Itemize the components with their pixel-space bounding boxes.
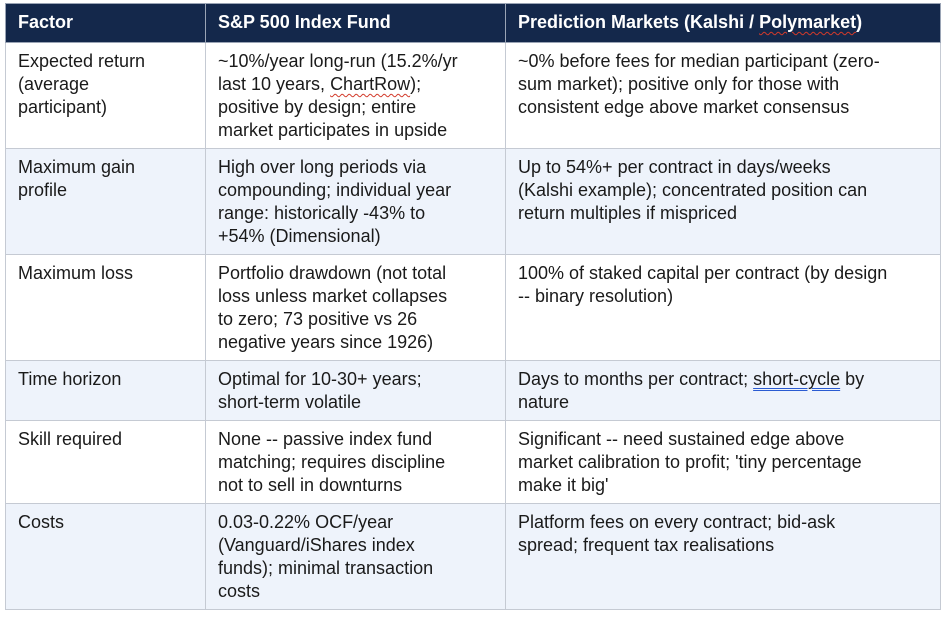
sp500-cell[interactable]: High over long periods via compounding; … bbox=[205, 148, 506, 255]
header-factor[interactable]: Factor bbox=[5, 3, 206, 43]
prediction-text: Platform fees on every contract; bid-ask… bbox=[518, 512, 836, 555]
factor-cell[interactable]: Maximum gain profile bbox=[5, 148, 206, 255]
prediction-cell[interactable]: ~0% before fees for median participant (… bbox=[505, 42, 941, 149]
prediction-text: Up to 54%+ per contract in days/weeks (K… bbox=[518, 157, 868, 223]
grammar-mark-short-cycle[interactable]: short-cycle bbox=[753, 369, 841, 389]
table-row: Skill required None -- passive index fun… bbox=[5, 420, 941, 504]
factor-cell[interactable]: Maximum loss bbox=[5, 254, 206, 361]
prediction-text-post: by nature bbox=[518, 369, 865, 412]
spellcheck-mark-polymarket[interactable]: Polymarket bbox=[759, 12, 857, 32]
factor-text: Expected return (average participant) bbox=[18, 51, 146, 117]
prediction-text: ~0% before fees for median participant (… bbox=[518, 51, 880, 117]
spellcheck-mark-chartrow[interactable]: ChartRow bbox=[330, 74, 411, 94]
sp500-cell[interactable]: None -- passive index fund matching; req… bbox=[205, 420, 506, 504]
factor-text: Skill required bbox=[18, 429, 123, 449]
factor-text: Costs bbox=[18, 512, 65, 532]
sp500-text: Portfolio drawdown (not total loss unles… bbox=[218, 263, 448, 352]
factor-cell[interactable]: Skill required bbox=[5, 420, 206, 504]
factor-text: Time horizon bbox=[18, 369, 122, 389]
table-row: Costs 0.03-0.22% OCF/year (Vanguard/iSha… bbox=[5, 503, 941, 610]
sp500-text-pre: ~10%/year long-run (15.2%/yr last 10 yea… bbox=[218, 51, 458, 94]
factor-text: Maximum loss bbox=[18, 263, 134, 283]
header-sp500[interactable]: S&P 500 Index Fund bbox=[205, 3, 506, 43]
prediction-text: 100% of staked capital per contract (by … bbox=[518, 263, 888, 306]
table-row: Maximum gain profile High over long peri… bbox=[5, 148, 941, 255]
factor-cell[interactable]: Expected return (average participant) bbox=[5, 42, 206, 149]
sp500-text: 0.03-0.22% OCF/year (Vanguard/iShares in… bbox=[218, 512, 434, 601]
sp500-text: ~10%/year long-run (15.2%/yr last 10 yea… bbox=[218, 50, 493, 142]
factor-cell[interactable]: Time horizon bbox=[5, 360, 206, 421]
comparison-table-container: Factor S&P 500 Index Fund Prediction Mar… bbox=[5, 3, 941, 610]
factor-text: Maximum gain profile bbox=[18, 157, 136, 200]
prediction-cell[interactable]: Platform fees on every contract; bid-ask… bbox=[505, 503, 941, 610]
table-row: Maximum loss Portfolio drawdown (not tot… bbox=[5, 254, 941, 361]
comparison-table: Factor S&P 500 Index Fund Prediction Mar… bbox=[5, 3, 941, 610]
factor-cell[interactable]: Costs bbox=[5, 503, 206, 610]
sp500-text-post: ); positive by design; entire market par… bbox=[218, 74, 448, 140]
prediction-cell[interactable]: 100% of staked capital per contract (by … bbox=[505, 254, 941, 361]
sp500-cell[interactable]: Optimal for 10-30+ years; short-term vol… bbox=[205, 360, 506, 421]
prediction-text: Days to months per contract; short-cycle… bbox=[518, 368, 928, 414]
table-row: Expected return (average participant) ~1… bbox=[5, 42, 941, 149]
sp500-text: High over long periods via compounding; … bbox=[218, 157, 452, 246]
header-prediction-markets[interactable]: Prediction Markets (Kalshi / Polymarket) bbox=[505, 3, 941, 43]
prediction-text: Significant -- need sustained edge above… bbox=[518, 429, 862, 495]
prediction-cell[interactable]: Significant -- need sustained edge above… bbox=[505, 420, 941, 504]
prediction-cell[interactable]: Days to months per contract; short-cycle… bbox=[505, 360, 941, 421]
sp500-text: None -- passive index fund matching; req… bbox=[218, 429, 446, 495]
prediction-cell[interactable]: Up to 54%+ per contract in days/weeks (K… bbox=[505, 148, 941, 255]
prediction-text-pre: Days to months per contract; bbox=[518, 369, 754, 389]
sp500-cell[interactable]: Portfolio drawdown (not total loss unles… bbox=[205, 254, 506, 361]
header-prediction-pre: Prediction Markets (Kalshi / bbox=[518, 12, 760, 32]
header-row: Factor S&P 500 Index Fund Prediction Mar… bbox=[5, 3, 941, 43]
sp500-cell[interactable]: ~10%/year long-run (15.2%/yr last 10 yea… bbox=[205, 42, 506, 149]
sp500-text: Optimal for 10-30+ years; short-term vol… bbox=[218, 369, 422, 412]
table-row: Time horizon Optimal for 10-30+ years; s… bbox=[5, 360, 941, 421]
header-prediction-post: ) bbox=[856, 12, 863, 32]
sp500-cell[interactable]: 0.03-0.22% OCF/year (Vanguard/iShares in… bbox=[205, 503, 506, 610]
